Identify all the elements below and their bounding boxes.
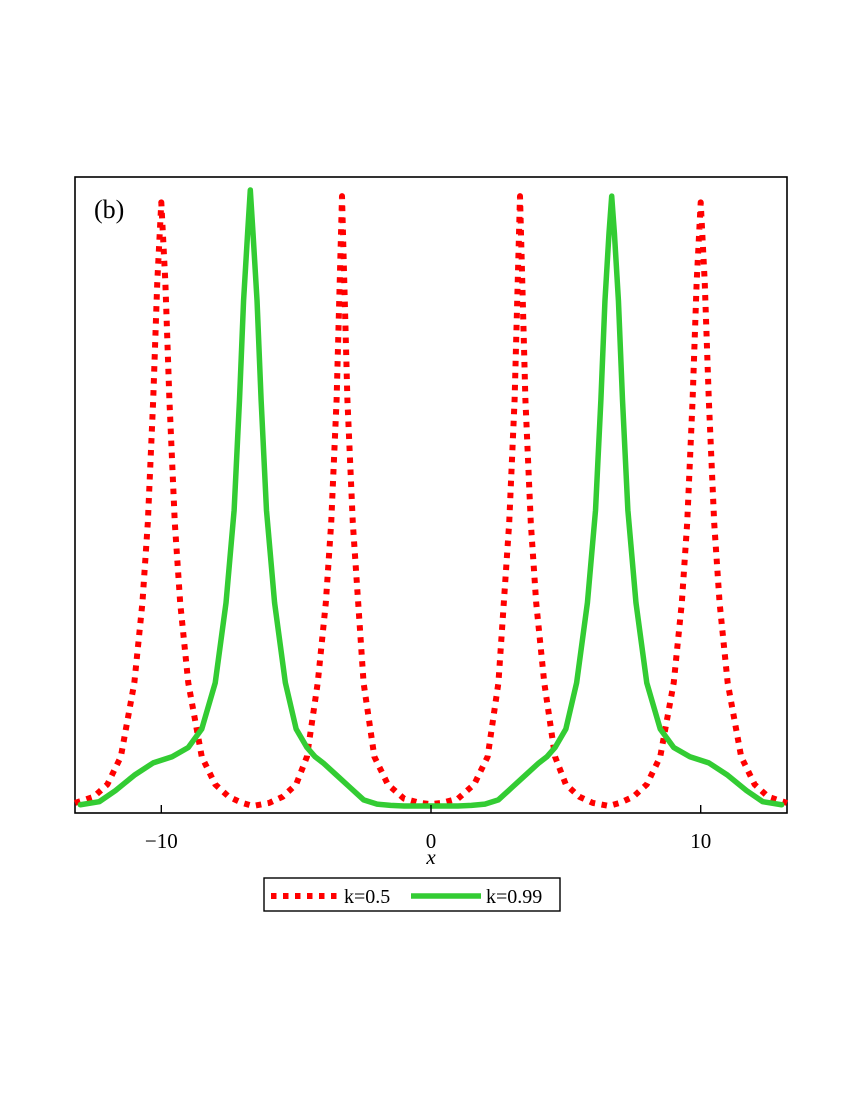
plot-frame (74, 176, 788, 814)
panel-label: (b) (94, 195, 124, 224)
x-axis-label: x (425, 845, 436, 869)
legend: k=0.5 k=0.99 (263, 877, 561, 912)
series-line-k-0-99 (77, 187, 785, 809)
series-line-k-0-5 (74, 193, 788, 809)
legend-label-k099: k=0.99 (486, 886, 542, 908)
series-layer (74, 187, 788, 809)
x-tick-label: 10 (690, 829, 711, 853)
x-axis-ticks: −10 0 10 (145, 805, 711, 853)
x-tick-label: 0 (426, 829, 437, 853)
x-tick-label: −10 (145, 829, 178, 853)
legend-label-k05: k=0.5 (344, 886, 390, 908)
